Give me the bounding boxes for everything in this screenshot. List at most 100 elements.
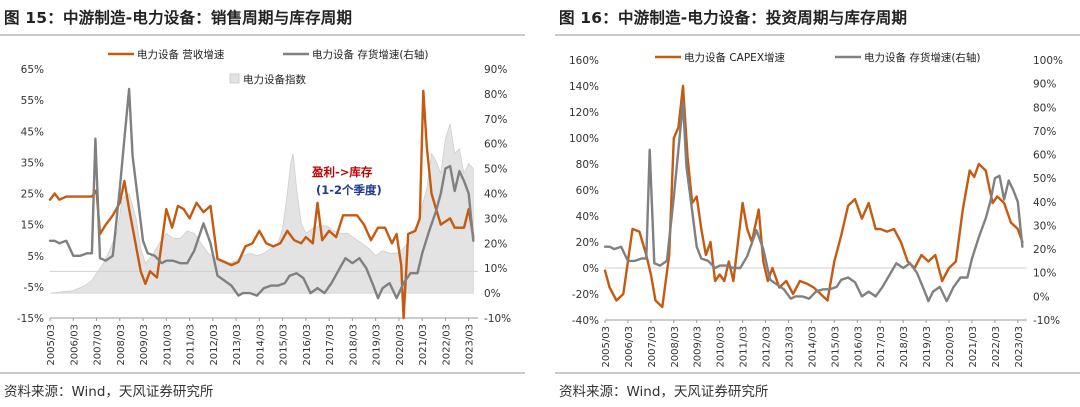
y-right-tick-label: 60% bbox=[1033, 150, 1056, 162]
y-right-tick-label: 80% bbox=[484, 89, 507, 101]
chart-source: 资料来源：Wind，天风证券研究所 bbox=[4, 384, 214, 400]
annotation-profit-inventory: 盈利->库存 bbox=[311, 165, 373, 179]
y-right-tick-label: 70% bbox=[1033, 126, 1056, 138]
y-left-tick-label: 25% bbox=[21, 189, 44, 201]
x-tick-label: 2018/03 bbox=[899, 326, 910, 368]
x-tick-label: 2013/03 bbox=[784, 326, 795, 368]
x-tick-label: 2011/03 bbox=[739, 326, 750, 368]
y-right-tick-label: 0% bbox=[1033, 291, 1050, 303]
chart-title: 图 16：中游制造-电力设备：投资周期与库存周期 bbox=[559, 9, 908, 27]
series-line-0 bbox=[48, 89, 475, 320]
chart-title: 图 15：中游制造-电力设备：销售周期与库存周期 bbox=[4, 9, 353, 27]
x-tick-label: 2009/03 bbox=[693, 326, 704, 368]
y-right-tick-label: 90% bbox=[1033, 79, 1056, 91]
y-left-tick-label: 40% bbox=[576, 211, 599, 223]
bottom-divider bbox=[0, 372, 525, 374]
y-right-tick-label: -10% bbox=[1033, 315, 1060, 327]
annotation-lag: (1-2个季度) bbox=[316, 183, 382, 197]
y-left-tick-label: 60% bbox=[576, 185, 599, 197]
x-tick-label: 2013/03 bbox=[232, 324, 243, 366]
legend-label-revenue: 电力设备 营收增速 bbox=[137, 48, 225, 61]
y-left-tick-label: 5% bbox=[27, 251, 44, 263]
chart-source: 资料来源：Wind，天风证券研究所 bbox=[559, 384, 769, 400]
x-tick-label: 2006/03 bbox=[69, 324, 80, 366]
chart-panel-16: 图 16：中游制造-电力设备：投资周期与库存周期 160% 140% 120% 100… bbox=[555, 0, 1080, 407]
x-tick-label: 2022/03 bbox=[441, 324, 452, 366]
y-right-tick-label: 50% bbox=[484, 164, 507, 176]
bottom-divider bbox=[555, 372, 1080, 374]
legend-label-index: 电力设备指数 bbox=[243, 73, 306, 86]
y-right-tick-label: -10% bbox=[484, 313, 511, 325]
x-tick-label: 2019/03 bbox=[922, 326, 933, 368]
x-tick-label: 2023/03 bbox=[465, 324, 476, 366]
y-right-tick-label: 0% bbox=[484, 288, 501, 300]
y-left-tick-label: 0% bbox=[582, 263, 599, 275]
y-right-tick-label: 20% bbox=[484, 238, 507, 250]
x-tick-label: 2020/03 bbox=[945, 326, 956, 368]
x-tick-label: 2012/03 bbox=[762, 326, 773, 368]
chart-16-svg: 160% 140% 120% 100% 80% 60% 40% 20% 0% -20% -40% 10… bbox=[569, 51, 1063, 368]
y-left-tick-label: -20% bbox=[572, 289, 599, 301]
x-tick-label: 2016/03 bbox=[853, 326, 864, 368]
y-right-tick-label: 10% bbox=[1033, 268, 1056, 280]
x-tick-label: 2023/03 bbox=[1014, 326, 1025, 368]
x-tick-label: 2010/03 bbox=[162, 324, 173, 366]
y-left-tick-label: 35% bbox=[21, 157, 44, 169]
x-tick-label: 2015/03 bbox=[279, 324, 290, 366]
series-line-1 bbox=[48, 87, 475, 300]
y-left-tick-label: 140% bbox=[569, 81, 599, 93]
y-right-tick-label: 10% bbox=[484, 263, 507, 275]
y-right-tick-label: 30% bbox=[484, 213, 507, 225]
chart-15-svg: 65% 55% 45% 35% 25% 15% 5% -5% -15% 90% 80% 70% 60% 5… bbox=[17, 48, 511, 366]
x-tick-label: 2007/03 bbox=[93, 324, 104, 366]
top-divider bbox=[0, 34, 525, 36]
y-right-tick-label: 30% bbox=[1033, 220, 1056, 232]
y-left-tick-label: -5% bbox=[24, 282, 44, 294]
y-right-tick-label: 50% bbox=[1033, 173, 1056, 185]
legend-label-inventory: 电力设备 存货增速(右轴) bbox=[864, 51, 981, 64]
y-left-tick-label: 55% bbox=[21, 95, 44, 107]
y-left-tick-label: 45% bbox=[21, 126, 44, 138]
x-tick-label: 2008/03 bbox=[670, 326, 681, 368]
y-right-tick-label: 40% bbox=[1033, 197, 1056, 209]
series-line-0 bbox=[603, 84, 1024, 309]
x-tick-label: 2011/03 bbox=[186, 324, 197, 366]
x-tick-label: 2019/03 bbox=[372, 324, 383, 366]
x-tick-label: 2012/03 bbox=[209, 324, 220, 366]
x-tick-label: 2017/03 bbox=[876, 326, 887, 368]
y-left-tick-label: 120% bbox=[569, 107, 599, 119]
y-right-tick-label: 100% bbox=[1033, 55, 1063, 67]
y-right-tick-label: 20% bbox=[1033, 244, 1056, 256]
x-tick-label: 2005/03 bbox=[46, 324, 57, 366]
series-line-1 bbox=[603, 101, 1024, 303]
y-right-tick-label: 80% bbox=[1033, 102, 1056, 114]
series-area-index bbox=[49, 123, 474, 294]
y-left-tick-label: 65% bbox=[21, 64, 44, 76]
y-left-tick-label: 15% bbox=[21, 220, 44, 232]
x-tick-label: 2008/03 bbox=[116, 324, 127, 366]
y-right-tick-label: 40% bbox=[484, 189, 507, 201]
x-tick-label: 2016/03 bbox=[302, 324, 313, 366]
y-left-tick-label: 100% bbox=[569, 133, 599, 145]
y-right-tick-label: 90% bbox=[484, 64, 507, 76]
x-tick-label: 2014/03 bbox=[255, 324, 266, 366]
legend-label-inventory: 电力设备 存货增速(右轴) bbox=[312, 48, 429, 61]
x-tick-label: 2022/03 bbox=[991, 326, 1002, 368]
y-left-tick-label: 160% bbox=[569, 55, 599, 67]
y-left-tick-label: 80% bbox=[576, 159, 599, 171]
x-tick-label: 2014/03 bbox=[807, 326, 818, 368]
chart-panel-15: 图 15：中游制造-电力设备：销售周期与库存周期 65% 55% 45% 35% 25%… bbox=[0, 0, 525, 407]
x-tick-label: 2005/03 bbox=[601, 326, 612, 368]
x-tick-label: 2009/03 bbox=[139, 324, 150, 366]
legend-label-capex: 电力设备 CAPEX增速 bbox=[684, 51, 786, 64]
y-left-tick-label: -15% bbox=[17, 313, 44, 325]
top-divider bbox=[555, 34, 1080, 36]
y-right-tick-label: 60% bbox=[484, 139, 507, 151]
x-tick-label: 2006/03 bbox=[624, 326, 635, 368]
x-tick-label: 2017/03 bbox=[325, 324, 336, 366]
x-tick-label: 2015/03 bbox=[830, 326, 841, 368]
x-tick-label: 2007/03 bbox=[647, 326, 658, 368]
x-tick-label: 2010/03 bbox=[716, 326, 727, 368]
y-left-tick-label: -40% bbox=[572, 315, 599, 327]
x-tick-label: 2021/03 bbox=[418, 324, 429, 366]
